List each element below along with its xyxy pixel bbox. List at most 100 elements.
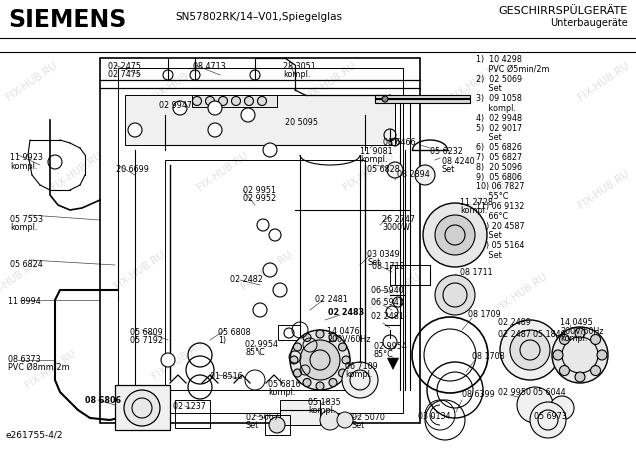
Circle shape — [560, 334, 569, 344]
Text: 85°C: 85°C — [374, 350, 394, 359]
Text: 8): 8) — [165, 357, 171, 363]
Text: 05 6808: 05 6808 — [218, 328, 251, 337]
Text: 02 2481: 02 2481 — [371, 312, 404, 321]
Text: 14 0476: 14 0476 — [327, 327, 359, 336]
Circle shape — [258, 96, 266, 105]
Text: 11): 11) — [275, 288, 285, 292]
Circle shape — [575, 372, 585, 382]
Text: 13) 05 5164: 13) 05 5164 — [476, 241, 524, 250]
Text: FIX-HUB.RU: FIX-HUB.RU — [4, 60, 59, 102]
Text: 05 1835: 05 1835 — [308, 398, 341, 407]
Bar — [115, 385, 170, 430]
Text: 08 4713: 08 4713 — [193, 62, 226, 71]
Text: kompl.: kompl. — [360, 155, 387, 164]
Text: Set: Set — [352, 421, 365, 430]
Text: FIX-HUB.RU: FIX-HUB.RU — [342, 150, 396, 192]
Text: 2)  02 5069: 2) 02 5069 — [476, 75, 522, 84]
Text: 03 0349: 03 0349 — [367, 250, 399, 259]
Text: 02 5070: 02 5070 — [352, 413, 385, 422]
Circle shape — [329, 333, 337, 342]
Text: 5)  02 9017: 5) 02 9017 — [476, 124, 522, 133]
Text: 02 2487: 02 2487 — [498, 330, 531, 339]
Text: 1): 1) — [218, 336, 226, 345]
Text: kompl.: kompl. — [10, 223, 38, 232]
Text: 02 9947: 02 9947 — [159, 101, 192, 110]
Text: 66°C: 66°C — [476, 212, 508, 221]
Circle shape — [290, 330, 350, 390]
Circle shape — [530, 402, 566, 438]
Text: 06 5941: 06 5941 — [371, 298, 404, 307]
Circle shape — [303, 378, 311, 387]
Text: 4)  02 9948: 4) 02 9948 — [476, 114, 522, 123]
Circle shape — [219, 96, 228, 105]
Circle shape — [290, 356, 298, 364]
Circle shape — [241, 108, 255, 122]
Text: FIX-HUB.RU: FIX-HUB.RU — [450, 60, 504, 102]
Text: 02 2482: 02 2482 — [230, 275, 263, 284]
Text: 7)  05 6827: 7) 05 6827 — [476, 153, 522, 162]
Text: 05 6824: 05 6824 — [10, 260, 43, 269]
Text: FIX-HUB.RU: FIX-HUB.RU — [291, 339, 345, 381]
Circle shape — [597, 350, 607, 360]
Text: 05 6232: 05 6232 — [430, 147, 463, 156]
Text: 26 2747: 26 2747 — [382, 215, 415, 224]
Text: 08 4240: 08 4240 — [442, 157, 474, 166]
Text: 3)  09 1058: 3) 09 1058 — [476, 94, 522, 103]
Text: 05 6810: 05 6810 — [268, 380, 301, 389]
Circle shape — [382, 96, 388, 102]
Text: 6)  05 6826: 6) 05 6826 — [476, 143, 522, 152]
Circle shape — [263, 143, 277, 157]
Text: 11 8994: 11 8994 — [8, 297, 41, 306]
Circle shape — [517, 387, 553, 423]
Bar — [375, 95, 470, 103]
Bar — [100, 58, 420, 423]
Circle shape — [124, 390, 160, 426]
Text: 200V/60Hz: 200V/60Hz — [327, 335, 371, 344]
Text: 02 2483: 02 2483 — [328, 308, 364, 317]
Text: kompl.: kompl. — [10, 162, 38, 171]
Circle shape — [560, 365, 569, 376]
Text: Set: Set — [476, 133, 502, 142]
Text: 12) 20 4587: 12) 20 4587 — [476, 221, 525, 230]
Text: 13): 13) — [130, 127, 140, 132]
Bar — [280, 400, 320, 425]
Circle shape — [415, 165, 435, 185]
Text: 20 6699: 20 6699 — [116, 165, 149, 174]
Bar — [192, 95, 277, 107]
Text: 02 9950: 02 9950 — [498, 388, 531, 397]
Circle shape — [338, 369, 347, 377]
Circle shape — [173, 101, 187, 115]
Text: 10): 10) — [265, 267, 275, 273]
Text: 5): 5) — [245, 112, 251, 117]
Bar — [278, 325, 300, 340]
Circle shape — [161, 353, 175, 367]
Text: e261755-4/2: e261755-4/2 — [5, 431, 62, 440]
Circle shape — [316, 382, 324, 390]
Circle shape — [263, 263, 277, 277]
Text: 1): 1) — [177, 105, 183, 111]
Text: FIX-HUB.RU: FIX-HUB.RU — [367, 271, 422, 314]
Text: kompl.: kompl. — [308, 406, 335, 415]
Circle shape — [553, 350, 563, 360]
Circle shape — [269, 417, 285, 433]
Text: 01 8516: 01 8516 — [210, 372, 242, 381]
Text: 11 9081: 11 9081 — [360, 147, 392, 156]
Circle shape — [128, 123, 142, 137]
Text: 08 1712: 08 1712 — [372, 262, 404, 271]
Circle shape — [591, 365, 600, 376]
Text: 02 7475: 02 7475 — [108, 70, 141, 79]
Circle shape — [293, 369, 301, 377]
Text: FIX-HUB.RU: FIX-HUB.RU — [195, 150, 250, 192]
FancyArrowPatch shape — [387, 358, 399, 369]
Text: 200V/60Hz: 200V/60Hz — [560, 326, 604, 335]
Text: 10) 06 7827: 10) 06 7827 — [476, 182, 525, 191]
Circle shape — [320, 410, 340, 430]
Text: PVC Ø5min/2m: PVC Ø5min/2m — [476, 65, 550, 74]
Text: FIX-HUB.RU: FIX-HUB.RU — [24, 348, 78, 390]
Circle shape — [337, 412, 353, 428]
Text: 02 1237: 02 1237 — [173, 402, 206, 411]
Bar — [118, 68, 403, 413]
Circle shape — [303, 333, 311, 342]
Text: 08 6373: 08 6373 — [8, 355, 41, 364]
Text: 9): 9) — [257, 307, 263, 312]
